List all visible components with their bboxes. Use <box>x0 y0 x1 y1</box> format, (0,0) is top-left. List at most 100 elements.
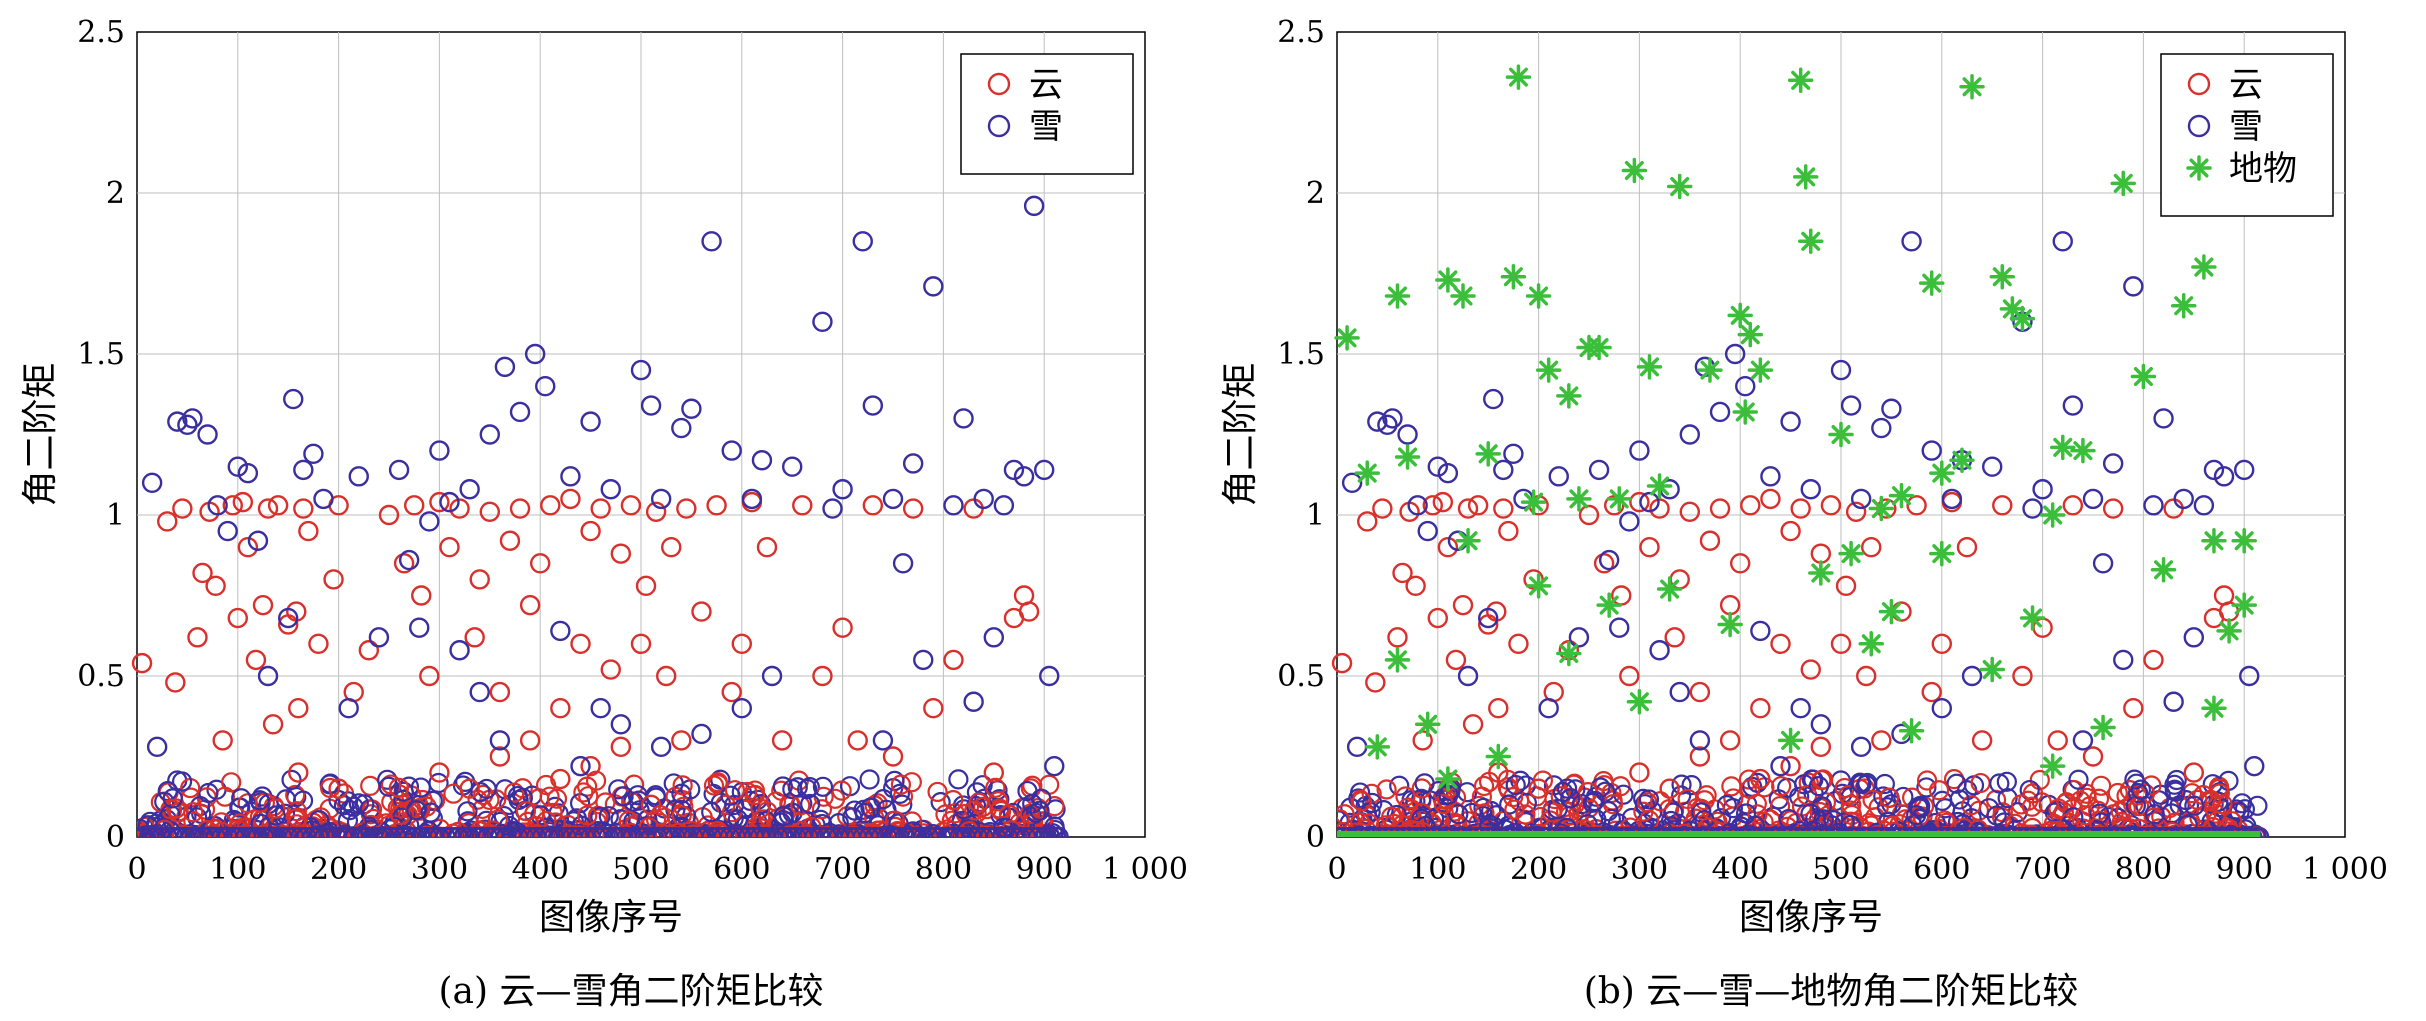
baseline-marker <box>520 826 541 837</box>
baseline-marker <box>2209 826 2231 837</box>
x-tick-label: 200 <box>1510 852 1567 887</box>
asterisk-stroke <box>1539 360 1559 380</box>
baseline-marker <box>1502 831 1511 837</box>
scatter-point <box>1750 620 1771 642</box>
cluster-marker <box>2165 781 2186 802</box>
cluster-marker <box>1474 803 1495 824</box>
cluster-marker <box>1362 792 1383 814</box>
scatter-point <box>469 569 490 590</box>
cluster-marker <box>595 792 616 813</box>
scatter-point <box>1452 594 1474 616</box>
baseline-marker <box>725 826 746 837</box>
cluster-marker <box>1928 780 1950 801</box>
cluster-marker <box>416 796 437 817</box>
baseline-marker <box>1587 831 1596 837</box>
cluster-marker <box>1022 793 1043 814</box>
baseline-marker <box>2131 826 2152 837</box>
scatter-point <box>2019 605 2046 631</box>
baseline-marker <box>1369 826 1390 837</box>
baseline-marker <box>350 826 371 837</box>
baseline-marker <box>187 826 208 837</box>
baseline-marker <box>713 826 734 837</box>
cluster-marker <box>1376 779 1397 800</box>
baseline-marker <box>423 826 444 837</box>
scatter-point <box>1437 462 1459 484</box>
cluster-marker <box>855 802 876 824</box>
baseline-marker <box>1357 826 1378 837</box>
baseline-marker <box>2046 826 2067 837</box>
baseline-marker <box>1804 826 1825 837</box>
asterisk-stroke <box>1624 160 1644 180</box>
scatter-point <box>1427 456 1449 477</box>
scatter-point <box>1971 730 1993 751</box>
baseline-marker <box>1641 826 1662 837</box>
scatter-point <box>2123 698 2144 719</box>
scatter-point <box>580 411 601 432</box>
x-tick-label: 800 <box>915 852 972 887</box>
asterisk-stroke <box>2012 309 2032 329</box>
scatter-point <box>165 672 186 693</box>
cluster-marker <box>378 776 399 797</box>
cluster-marker <box>782 802 803 823</box>
x-tick-label: 400 <box>512 852 569 887</box>
baseline-marker <box>1599 826 1620 837</box>
cluster-marker <box>613 786 634 807</box>
baseline-marker <box>913 826 934 837</box>
scatter-point <box>1341 472 1363 493</box>
scatter-point <box>1629 440 1650 461</box>
scatter-point <box>721 681 742 703</box>
scatter-point <box>1666 173 1693 200</box>
scatter-point <box>247 530 269 551</box>
baseline-marker <box>2246 831 2255 837</box>
scatter-point <box>378 504 400 526</box>
scatter-point <box>560 466 581 487</box>
baseline-marker <box>2179 831 2188 837</box>
cluster-marker <box>2124 769 2145 790</box>
baseline-marker <box>683 826 704 837</box>
baseline-marker <box>1399 826 1420 837</box>
baseline-marker <box>2167 831 2176 837</box>
baseline-marker <box>973 826 994 837</box>
asterisk-stroke <box>1791 70 1811 90</box>
scatter-point <box>1493 498 1514 519</box>
baseline-marker <box>1810 831 1819 837</box>
baseline-marker <box>259 826 281 837</box>
baseline-marker <box>1623 826 1644 837</box>
scatter-point <box>1780 520 1801 542</box>
baseline-marker <box>2076 831 2085 837</box>
baseline-marker <box>907 826 928 837</box>
cluster-marker <box>1986 805 2007 826</box>
scatter-point <box>761 665 783 687</box>
scatter-point <box>1747 357 1774 383</box>
asterisk-stroke <box>1438 769 1458 789</box>
asterisk-stroke <box>1932 463 1952 483</box>
baseline-marker <box>1683 831 1692 837</box>
scatter-point <box>1649 498 1670 519</box>
baseline-marker <box>1659 826 1680 837</box>
asterisk-stroke <box>1891 486 1912 506</box>
y-tick-label: 1.5 <box>77 337 125 372</box>
scatter-point <box>1861 537 1882 558</box>
baseline-marker <box>1907 831 1916 837</box>
baseline-marker <box>1853 826 1874 837</box>
baseline-marker <box>1792 826 1813 837</box>
baseline-marker <box>1677 831 1686 837</box>
cluster-marker <box>1916 777 1937 798</box>
scatter-point <box>1790 498 1811 519</box>
legend-label: 云 <box>2229 65 2263 105</box>
series-雪 <box>141 195 1065 777</box>
cluster-marker <box>1510 770 1531 791</box>
scatter-point <box>756 537 778 558</box>
cluster-marker <box>627 785 648 806</box>
scatter-point <box>1931 698 1953 719</box>
scatter-point <box>2203 459 2225 481</box>
baseline-marker <box>362 826 383 837</box>
baseline-marker <box>834 826 855 837</box>
scatter-point <box>671 730 692 751</box>
scatter-point <box>429 440 450 461</box>
cluster-marker <box>249 790 270 811</box>
scatter-point <box>257 498 279 519</box>
cluster-marker <box>1849 772 1871 793</box>
baseline-marker <box>1562 831 1571 837</box>
